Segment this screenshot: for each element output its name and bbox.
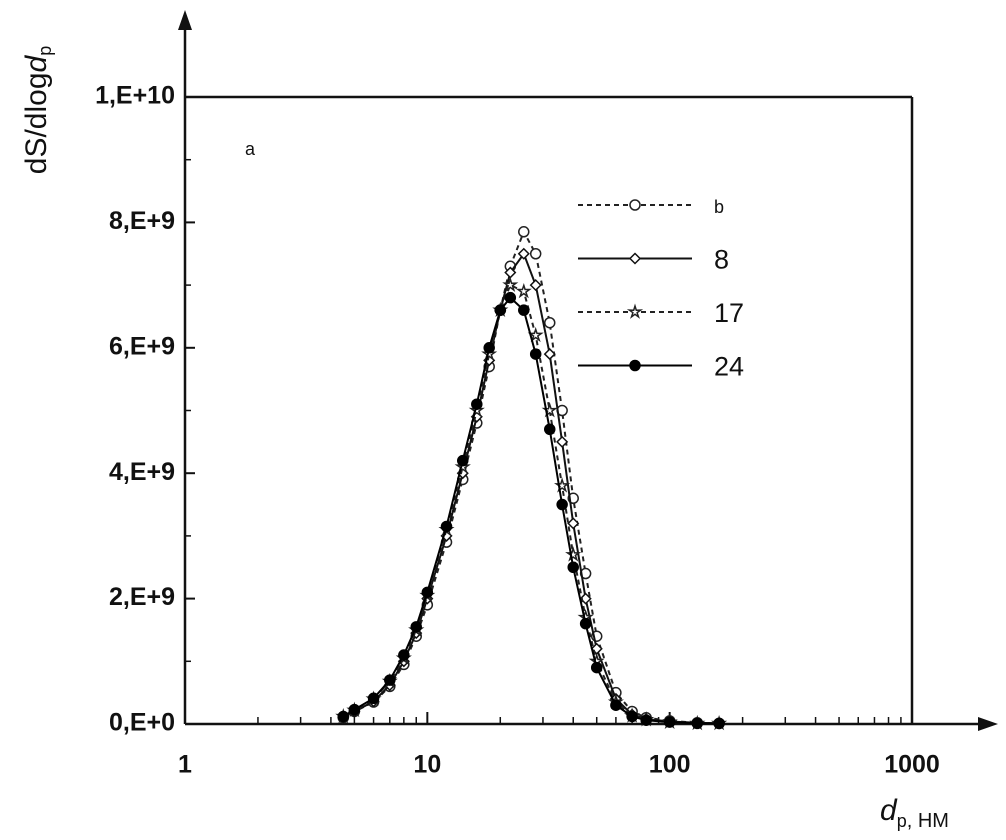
point	[518, 226, 530, 238]
point	[556, 498, 568, 511]
point	[610, 699, 622, 711]
x-axis-arrow	[978, 717, 998, 731]
y-tick-label: 2,E+9	[109, 583, 175, 611]
point	[529, 279, 542, 292]
legend-label: 17	[714, 298, 744, 328]
point	[579, 592, 592, 605]
y-label-main: dS/dlog	[20, 72, 53, 174]
point	[567, 517, 580, 530]
point	[640, 714, 652, 726]
y-tick-label: 8,E+9	[109, 207, 175, 235]
legend-marker	[628, 252, 642, 265]
x-label-unit: , НМ	[907, 810, 949, 832]
point	[518, 304, 530, 316]
legend-label: 24	[714, 352, 744, 382]
point	[471, 398, 483, 410]
y-label-sub: p	[35, 46, 55, 56]
x-axis-label: dp, НМ	[880, 794, 949, 832]
point	[713, 717, 725, 730]
point	[567, 561, 579, 573]
y-tick-label: 4,E+9	[109, 458, 175, 486]
legend-label: b	[714, 197, 724, 217]
point	[543, 316, 556, 329]
point	[543, 423, 556, 436]
y-axis-label: dS/dlogdp	[20, 46, 55, 174]
point	[626, 710, 638, 723]
y-axis-arrow	[178, 10, 192, 30]
y-tick-label: 6,E+9	[109, 332, 175, 360]
point	[440, 520, 453, 533]
point	[517, 247, 530, 260]
point	[367, 692, 380, 705]
x-tick-label: 1000	[884, 751, 940, 779]
legend-label: 8	[714, 245, 729, 275]
y-tick-label: 0,E+0	[109, 709, 175, 737]
legend-marker	[626, 303, 644, 319]
point	[456, 454, 469, 467]
point	[529, 248, 542, 260]
legend-marker	[629, 199, 641, 211]
point	[337, 710, 350, 723]
x-label-var: d	[880, 794, 898, 827]
point	[398, 649, 410, 661]
series-line	[342, 229, 720, 725]
point	[529, 348, 542, 360]
point	[663, 716, 676, 728]
x-tick-label: 1	[178, 751, 192, 779]
point	[504, 291, 517, 304]
annotation: a	[245, 139, 256, 159]
x-label-sub: p	[897, 811, 907, 831]
point	[494, 304, 507, 316]
point	[565, 546, 582, 562]
point	[515, 283, 532, 299]
point	[590, 661, 603, 674]
point	[543, 348, 556, 361]
point	[556, 435, 569, 448]
y-tick-label: 1,E+10	[95, 82, 175, 110]
point	[483, 342, 495, 354]
point	[502, 276, 519, 293]
point	[384, 674, 396, 686]
point	[348, 703, 361, 716]
legend-marker	[629, 359, 641, 372]
y-label-var: d	[20, 54, 53, 72]
x-tick-label: 100	[649, 751, 691, 779]
x-tick-label: 10	[413, 751, 441, 779]
point	[410, 621, 422, 633]
point	[421, 586, 434, 599]
point	[527, 326, 544, 343]
point	[579, 617, 592, 630]
point	[691, 717, 704, 730]
